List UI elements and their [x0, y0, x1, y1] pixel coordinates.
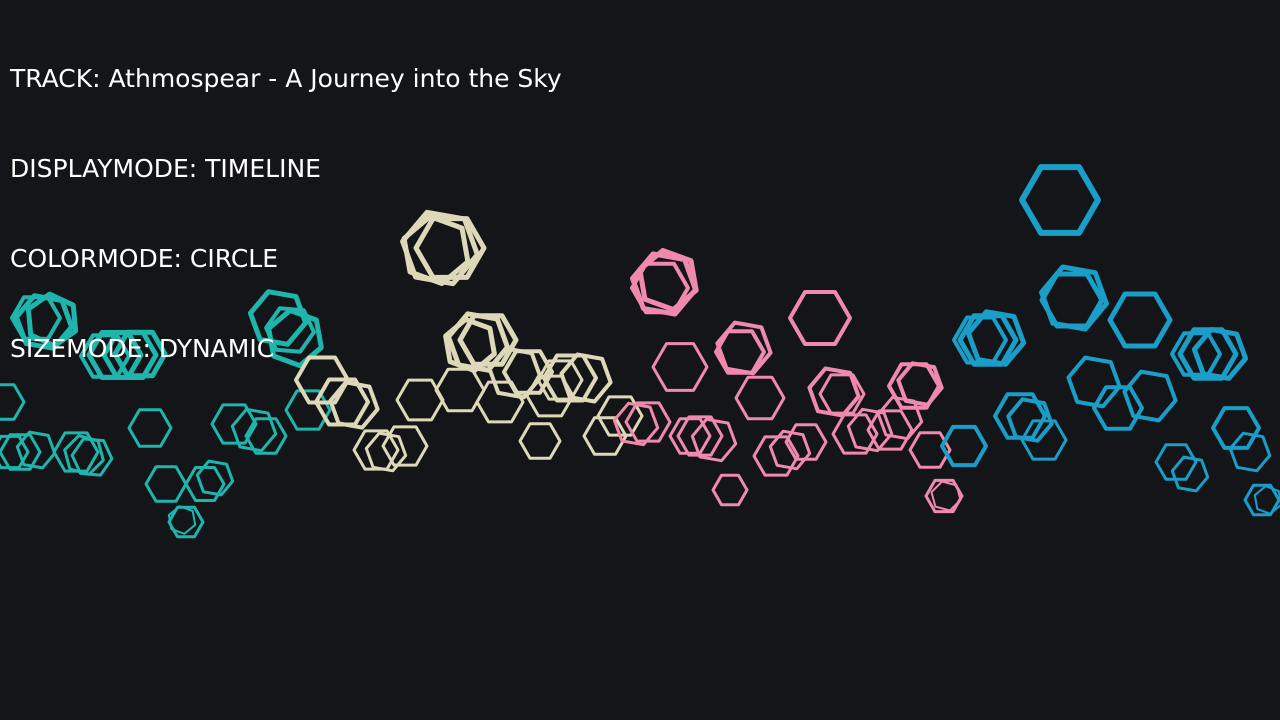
- hexagon-particle: [714, 329, 766, 375]
- hexagon-particle: [502, 349, 554, 395]
- hexagon-particle: [866, 409, 914, 451]
- hexagon-particle: [15, 430, 57, 470]
- hexagon-particle: [52, 431, 100, 473]
- hexagon-particle: [1019, 164, 1101, 236]
- hexagon-particle: [294, 355, 350, 405]
- hexagon-particle: [536, 359, 584, 401]
- colormode-label: COLORMODE: CIRCLE: [10, 244, 279, 273]
- hexagon-particle: [930, 480, 962, 512]
- hexagon-particle: [244, 417, 288, 455]
- hexagon-particle: [1211, 406, 1261, 450]
- hexagon-particle: [993, 392, 1047, 440]
- hexagon-particle: [1191, 327, 1249, 381]
- hexagon-particle: [831, 413, 879, 455]
- hexagon-particle: [230, 407, 278, 453]
- hexagon-particle: [167, 505, 197, 535]
- hexagon-particle: [1066, 355, 1122, 409]
- hexagon-particle: [457, 313, 519, 367]
- hexagon-particle: [612, 401, 660, 447]
- hexagon-particle: [127, 408, 173, 448]
- hexagon-particle: [144, 465, 188, 503]
- hexagon-particle: [668, 417, 712, 455]
- track-label: TRACK: Athmospear - A Journey into the S…: [10, 64, 562, 93]
- hexagon-particle: [624, 401, 672, 443]
- hexagon-particle: [676, 415, 724, 457]
- hexagon-particle: [1107, 291, 1173, 349]
- hexagon-particle: [965, 309, 1027, 367]
- hexagon-particle: [518, 422, 562, 460]
- hexagon-particle: [952, 315, 1008, 365]
- hexagon-particle: [0, 383, 26, 421]
- hexagon-particle: [10, 295, 62, 341]
- hexagon-particle: [788, 290, 852, 346]
- hexagon-particle: [651, 342, 709, 392]
- hexagon-particle: [752, 435, 800, 477]
- hud-overlay: TRACK: Athmospear - A Journey into the S…: [10, 4, 562, 394]
- hexagon-particle: [818, 373, 866, 415]
- hexagon-particle: [264, 306, 316, 354]
- hexagon-particle: [328, 380, 380, 430]
- hexagon-particle: [1228, 431, 1272, 473]
- hexagon-particle: [1006, 397, 1054, 443]
- hexagon-particle: [846, 407, 894, 453]
- hexagon-particle: [876, 395, 924, 441]
- hexagon-particle: [284, 389, 332, 431]
- displaymode-label: DISPLAYMODE: TIMELINE: [10, 154, 321, 183]
- hexagon-particle: [784, 423, 828, 461]
- hexagon-particle: [210, 403, 258, 445]
- hexagon-particle: [70, 437, 114, 477]
- hexagon-particle: [908, 431, 952, 469]
- hexagon-particle: [1154, 443, 1198, 481]
- hexagon-particle: [247, 289, 309, 347]
- hexagon-particle: [637, 248, 699, 312]
- hexagon-particle: [364, 431, 408, 473]
- hexagon-particle: [434, 367, 486, 413]
- hexagon-particle: [1122, 369, 1178, 423]
- hexagon-particle: [1020, 419, 1068, 461]
- hexagon-particle: [768, 429, 812, 471]
- hexagon-particle: [924, 478, 964, 514]
- hexagon-particle: [112, 329, 168, 379]
- hexagon-particle: [0, 433, 42, 471]
- hexagon-particle: [25, 291, 79, 349]
- hexagon-particle: [1253, 485, 1280, 515]
- hexagon-particle: [1039, 271, 1105, 329]
- hexagon-particle: [1170, 331, 1222, 377]
- hexagon-particle: [413, 216, 487, 280]
- hexagon-particle: [1170, 455, 1210, 493]
- hexagon-particle: [596, 395, 644, 437]
- hexagon-particle: [711, 473, 749, 507]
- hexagon-particle: [940, 424, 988, 468]
- hexagon-particle: [734, 375, 786, 421]
- hexagon-particle: [401, 214, 471, 286]
- hexagon-particle: [195, 459, 235, 497]
- hexagon-particle: [395, 378, 445, 422]
- hexagon-particle: [559, 352, 613, 404]
- hexagon-particle: [630, 261, 690, 315]
- hexagon-particle: [266, 307, 324, 369]
- hexagon-particle: [0, 434, 30, 470]
- hexagon-particle: [79, 333, 131, 379]
- hexagon-particle: [690, 417, 738, 463]
- hexagon-particle: [63, 434, 105, 476]
- hexagon-particle: [167, 505, 205, 539]
- sizemode-label: SIZEMODE: DYNAMIC: [10, 334, 275, 363]
- hexagon-particle: [1039, 264, 1109, 332]
- hexagon-particle: [896, 361, 944, 407]
- hexagon-particle: [184, 466, 226, 502]
- hexagon-particle: [381, 425, 429, 467]
